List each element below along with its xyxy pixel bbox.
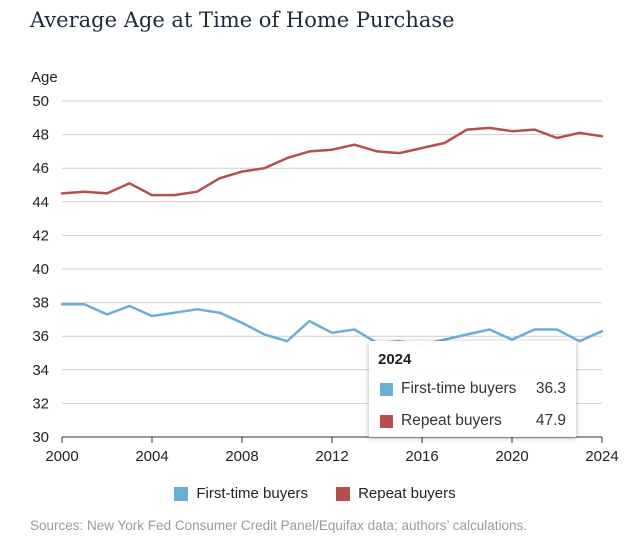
tooltip-series-value: 36.3 [535, 380, 566, 397]
y-tick-label: 38 [32, 295, 49, 312]
legend-label: Repeat buyers [358, 485, 456, 502]
x-tick-label: 2012 [315, 448, 348, 465]
y-tick-label: 40 [32, 261, 49, 278]
tooltip-row-repeat: Repeat buyers 47.9 [380, 412, 566, 430]
y-tick-label: 32 [32, 395, 49, 412]
tooltip-swatch-repeat [380, 414, 393, 428]
x-tick-label: 2024 [585, 448, 618, 465]
y-tick-label: 34 [32, 362, 49, 379]
y-tick-label: 30 [32, 429, 49, 446]
tooltip-series-name: Repeat buyers [401, 412, 502, 429]
chart-title: Average Age at Time of Home Purchase [30, 8, 455, 32]
legend: First-time buyers Repeat buyers [0, 485, 630, 502]
series-line-repeat-buyers [60, 126, 604, 197]
x-tick-label: 2004 [135, 448, 168, 465]
x-tick-labels: 2000 2004 2008 2012 2016 2020 2024 [45, 437, 619, 465]
x-tick-label: 2000 [45, 448, 78, 465]
tooltip-swatch-first-time [380, 382, 393, 396]
source-note: Sources: New York Fed Consumer Credit Pa… [30, 518, 528, 533]
tooltip-series-value: 47.9 [535, 412, 566, 429]
y-tick-label: 36 [32, 328, 49, 345]
x-tick-label: 2016 [405, 448, 438, 465]
x-tick-label: 2008 [225, 448, 258, 465]
x-tick-label: 2020 [495, 448, 528, 465]
tooltip-row-first-time: First-time buyers 36.3 [380, 380, 566, 398]
legend-item-repeat[interactable]: Repeat buyers [336, 485, 456, 502]
series-lines [60, 126, 604, 346]
y-tick-label: 50 [32, 93, 49, 110]
legend-item-first-time[interactable]: First-time buyers [174, 485, 308, 502]
tooltip-series-name: First-time buyers [401, 380, 517, 397]
tooltip-year: 2024 [378, 351, 412, 368]
legend-label: First-time buyers [196, 485, 309, 502]
series-line-first-time-buyers [60, 303, 604, 346]
y-tick-label: 48 [32, 127, 49, 144]
hover-tooltip: 2024 First-time buyers 36.3 Repeat buyer… [369, 341, 576, 437]
y-axis-label: Age [31, 69, 58, 86]
y-tick-label: 42 [32, 227, 49, 244]
y-tick-labels: 30 32 34 36 38 40 42 44 46 48 50 [32, 93, 49, 446]
y-tick-label: 44 [32, 194, 49, 211]
legend-swatch-first-time [174, 486, 189, 501]
y-tick-label: 46 [32, 160, 49, 177]
legend-swatch-repeat [336, 486, 351, 501]
